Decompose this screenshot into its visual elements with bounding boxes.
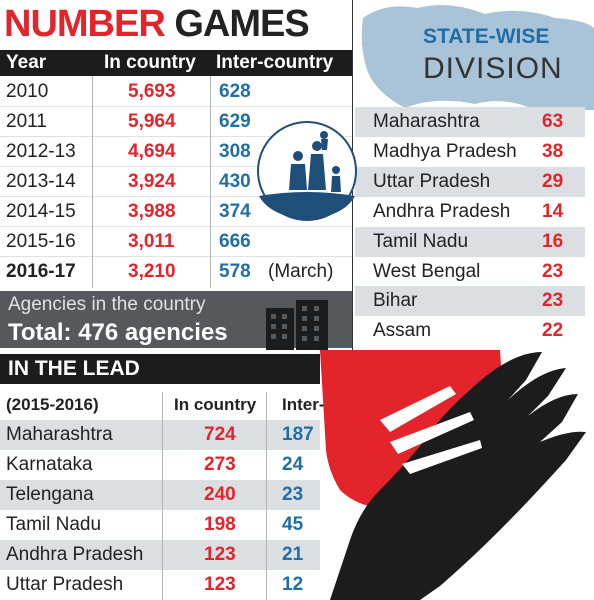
row-divider — [0, 106, 352, 107]
list-item: Uttar Pradesh 29 — [355, 167, 585, 197]
in-the-lead-header: IN THE LEAD — [0, 354, 320, 384]
in-the-lead-title: IN THE LEAD — [8, 357, 140, 380]
family-icon — [257, 121, 357, 221]
agencies-label: Agencies in the country — [8, 294, 206, 315]
row-divider — [0, 196, 352, 197]
page-title: NUMBER GAMES — [4, 2, 310, 46]
state-wise-title: STATE-WISE — [423, 25, 550, 48]
table-row: 2014-15 3,988 374 — [6, 201, 251, 222]
row-divider — [0, 226, 352, 227]
march-note: (March) — [268, 261, 334, 282]
table-row: 2015-16 3,011 666 — [6, 231, 251, 252]
column-divider — [266, 392, 267, 600]
state-wise-list: Maharashtra 63 Madhya Pradesh 38 Uttar Pra… — [355, 0, 594, 350]
lead-table-header: (2015-2016) In country Inter-country — [0, 392, 387, 418]
column-header-inter-country: Inter-country — [216, 52, 334, 73]
list-item: Andhra Pradesh 14 — [373, 201, 564, 222]
column-divider — [210, 76, 211, 288]
list-item: Bihar 23 — [355, 286, 585, 316]
table-row: Tamil Nadu 198 45 — [6, 514, 304, 535]
hands-illustration — [320, 350, 586, 600]
table-row: 2010 5,693 628 — [6, 81, 251, 102]
agencies-total: Total: 476 agencies — [8, 319, 228, 346]
table-row: Karnataka 273 24 — [6, 454, 304, 475]
division-title: DIVISION — [423, 52, 563, 85]
adoption-table-header: Year In country Inter-country — [0, 50, 352, 76]
table-row: 2016-17 3,210 578 (March) — [6, 261, 334, 282]
title-number: NUMBER — [4, 3, 166, 45]
list-item: Assam 22 — [373, 320, 564, 341]
list-item: Maharashtra 63 — [355, 107, 585, 137]
table-row: 2012-13 4,694 308 — [6, 141, 251, 162]
column-header-in-country: In country — [104, 52, 196, 73]
column-header-period: (2015-2016) — [6, 395, 99, 414]
list-item: West Bengal 23 — [373, 261, 564, 282]
column-header-year: Year — [6, 52, 47, 73]
table-row: 2011 5,964 629 — [6, 111, 251, 132]
table-row: Andhra Pradesh 123 21 — [0, 540, 320, 570]
row-divider — [0, 166, 352, 167]
column-header-in-country: In country — [174, 395, 257, 414]
column-divider — [162, 392, 163, 600]
row-divider — [0, 256, 352, 257]
title-games: GAMES — [174, 3, 309, 45]
table-row: 2013-14 3,924 430 — [6, 171, 251, 192]
list-item: Madhya Pradesh 38 — [373, 141, 564, 162]
row-divider — [0, 136, 352, 137]
column-divider — [92, 76, 93, 288]
table-row: Uttar Pradesh 123 12 — [6, 574, 304, 595]
table-row: Telengana 240 23 — [0, 480, 320, 510]
table-row: Maharashtra 724 187 — [0, 420, 320, 450]
buildings-icon — [266, 300, 328, 350]
india-map-silhouette — [361, 5, 594, 110]
list-item: Tamil Nadu 16 — [355, 227, 585, 257]
